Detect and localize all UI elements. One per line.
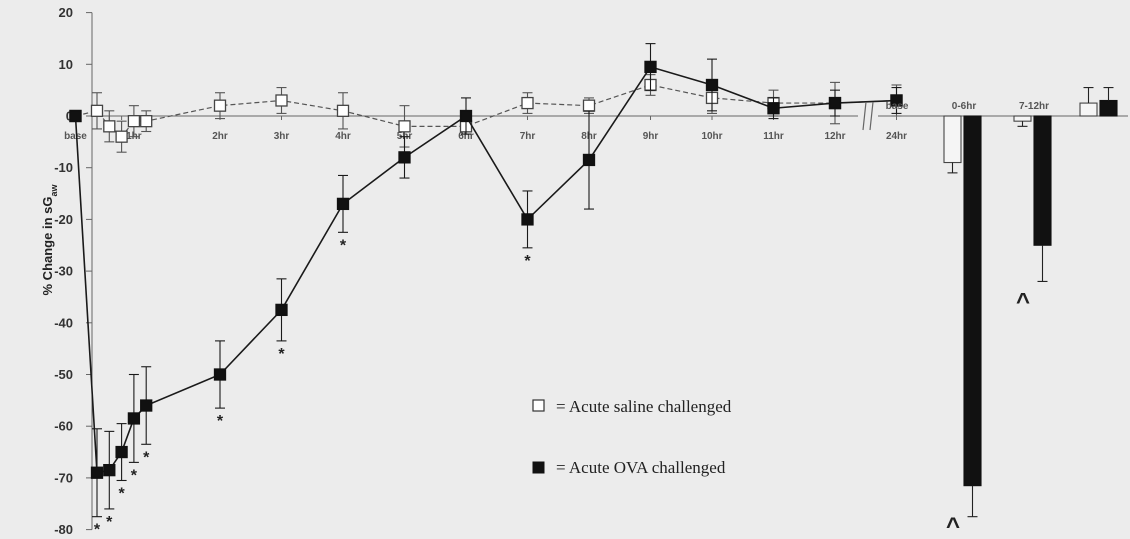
ova-bar xyxy=(1099,99,1118,117)
x-tick-label: 11hr xyxy=(763,131,784,142)
axis-break-mark xyxy=(862,101,867,131)
saline-point xyxy=(90,104,104,117)
y-tick-label: -10 xyxy=(54,160,73,175)
line-chart: base1hr2hr3hr4hr5hr6hr7hr8hr9hr10hr11hr1… xyxy=(64,43,907,539)
significance-star: * xyxy=(340,237,347,254)
y-tick-label: -20 xyxy=(54,212,73,227)
ova-point xyxy=(115,445,128,459)
legend-item-ova: = Acute OVA challenged xyxy=(532,458,726,477)
y-tick-label: -60 xyxy=(54,419,73,434)
y-tick-label: 20 xyxy=(59,5,73,20)
significance-star: * xyxy=(118,485,125,502)
y-tick-label: -30 xyxy=(54,264,73,279)
series-line-0 xyxy=(75,84,897,138)
significance-star: * xyxy=(131,467,138,484)
x-tick-label: base xyxy=(64,131,87,142)
ova-point xyxy=(767,102,780,115)
ova-point xyxy=(275,303,288,317)
ova-point xyxy=(69,109,82,123)
x-tick-label: 24hr xyxy=(886,131,907,142)
ova-point xyxy=(90,466,104,479)
legend-open-square-icon xyxy=(532,399,545,412)
ova-point xyxy=(398,151,411,164)
ova-point xyxy=(336,197,350,211)
saline-bar xyxy=(1013,115,1032,122)
ova-point xyxy=(521,213,534,226)
saline-point xyxy=(275,94,288,107)
saline-point xyxy=(582,99,596,112)
ova-point xyxy=(459,109,473,123)
bar-category-label: 0-6hr xyxy=(952,101,977,112)
ova-point xyxy=(213,368,227,381)
x-tick-label: 12hr xyxy=(824,131,845,142)
significance-star: * xyxy=(217,413,224,430)
legend-item-saline: = Acute saline challenged xyxy=(532,397,732,416)
x-tick-label: 6hr xyxy=(458,131,474,142)
ova-point xyxy=(705,78,719,92)
saline-point xyxy=(127,115,141,128)
significance-star: * xyxy=(143,449,150,466)
saline-point xyxy=(398,120,411,133)
x-tick-label: 10hr xyxy=(701,131,722,142)
ova-point xyxy=(828,96,842,110)
bar-chart: base 0-6hr 7-12hr ^ ^ xyxy=(878,87,1128,539)
legend-label-saline: = Acute saline challenged xyxy=(556,397,732,416)
saline-bar xyxy=(1079,102,1098,117)
saline-bar xyxy=(943,115,962,164)
significance-caret: ^ xyxy=(1016,288,1030,315)
ova-point xyxy=(582,153,596,167)
y-tick-label: -40 xyxy=(54,315,73,330)
y-tick-label: -80 xyxy=(54,522,73,537)
x-tick-label: 4hr xyxy=(335,131,351,142)
series-line-1 xyxy=(74,65,897,474)
ova-point xyxy=(140,399,153,412)
saline-point xyxy=(213,99,227,112)
y-tick-label: 10 xyxy=(59,57,73,72)
ova-bar xyxy=(1033,115,1052,246)
saline-point xyxy=(521,96,534,110)
ova-point xyxy=(890,94,903,107)
legend-filled-square-icon xyxy=(532,461,545,474)
x-tick-label: 7hr xyxy=(520,131,536,142)
bar-category-label: 7-12hr xyxy=(1019,101,1049,112)
legend-label-ova: = Acute OVA challenged xyxy=(556,458,726,477)
axis-break xyxy=(862,101,874,131)
significance-caret: ^ xyxy=(946,513,960,539)
saline-point xyxy=(140,115,153,128)
bar-category-label: base xyxy=(886,101,909,112)
significance-star: * xyxy=(524,253,531,270)
ova-point xyxy=(103,463,116,477)
saline-point xyxy=(336,104,350,117)
significance-star: * xyxy=(94,522,101,539)
significance-star: * xyxy=(278,346,285,363)
saline-point xyxy=(115,130,128,143)
axis-break-mark xyxy=(869,101,874,131)
y-axis-label: % Change in sGaw xyxy=(40,184,59,296)
saline-point xyxy=(103,120,116,133)
x-tick-label: 2hr xyxy=(212,131,228,142)
y-tick-label: -70 xyxy=(54,470,73,485)
y-tick-label: -50 xyxy=(54,367,73,382)
ova-point xyxy=(644,60,657,74)
significance-star: * xyxy=(106,514,113,531)
x-tick-label: 3hr xyxy=(274,131,290,142)
ova-point xyxy=(127,412,141,425)
x-tick-label: 9hr xyxy=(643,131,659,142)
ova-bar xyxy=(963,115,982,487)
legend: = Acute saline challenged = Acute OVA ch… xyxy=(532,397,732,477)
y-axis: 20100-10-20-30-40-50-60-70-80 xyxy=(54,5,93,537)
